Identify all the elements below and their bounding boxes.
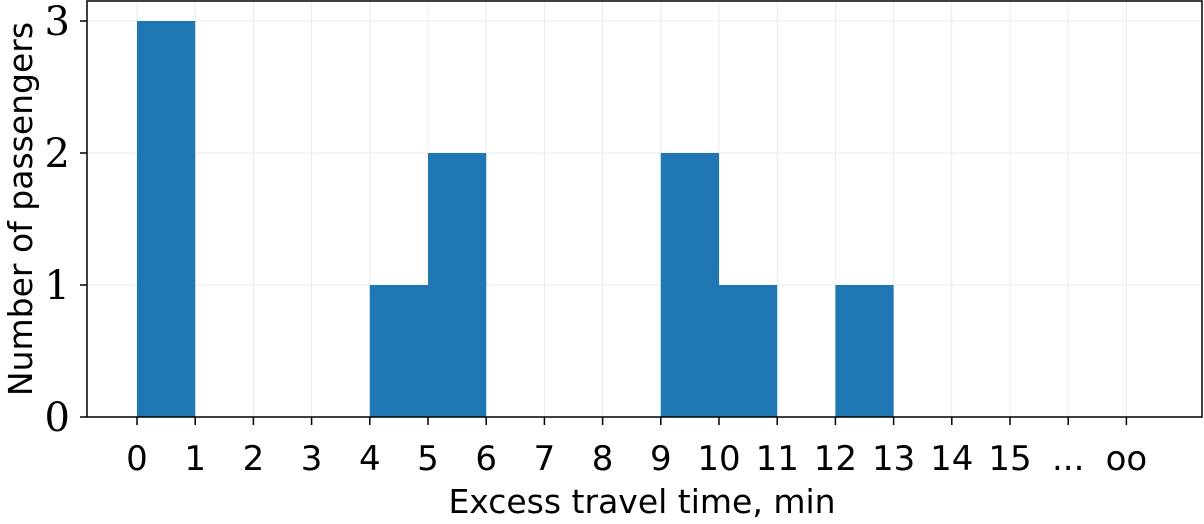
x-tick-label: 2 <box>243 439 265 479</box>
x-tick-label: 15 <box>988 439 1031 479</box>
bar-layer <box>137 21 894 417</box>
x-tick-label: 3 <box>301 439 323 479</box>
histogram-bar <box>719 285 778 417</box>
y-tick-label: 0 <box>45 395 70 441</box>
x-tick-label: 6 <box>475 439 497 479</box>
x-tick-label: 0 <box>126 439 148 479</box>
y-tick-label: 1 <box>45 263 70 309</box>
x-tick-label: 8 <box>592 439 614 479</box>
histogram-bar <box>137 21 196 417</box>
histogram-bar <box>835 285 894 417</box>
x-tick-label: 4 <box>359 439 381 479</box>
plot-frame <box>86 0 1203 418</box>
x-axis: 0 1 2 3 4 5 6 7 8 9 10 11 12 13 14 15... oo <box>126 417 1147 479</box>
histogram-bar <box>369 285 428 417</box>
y-tick-label: 3 <box>45 0 70 45</box>
grid-layer <box>87 1 1202 418</box>
x-tick-label: 14 <box>930 439 973 479</box>
x-tick-label: 9 <box>650 439 672 479</box>
x-tick-label: 11 <box>756 439 799 479</box>
histogram-bar <box>428 153 487 417</box>
y-axis-label: Number of passengers <box>1 22 40 396</box>
x-tick-label: oo <box>1106 439 1148 479</box>
y-tick-label: 2 <box>45 131 70 177</box>
x-tick-label: 12 <box>814 439 857 479</box>
histogram-bar <box>660 153 719 417</box>
x-tick-label: 13 <box>872 439 915 479</box>
x-tick-label: 7 <box>534 439 556 479</box>
x-tick-label: 1 <box>184 439 206 479</box>
x-tick-label: 5 <box>417 439 439 479</box>
x-axis-label: Excess travel time, min <box>448 482 835 521</box>
x-tick-label: 10 <box>697 439 740 479</box>
x-tick-label: ... <box>1052 439 1084 479</box>
y-axis: 0 1 2 3 <box>45 0 87 441</box>
